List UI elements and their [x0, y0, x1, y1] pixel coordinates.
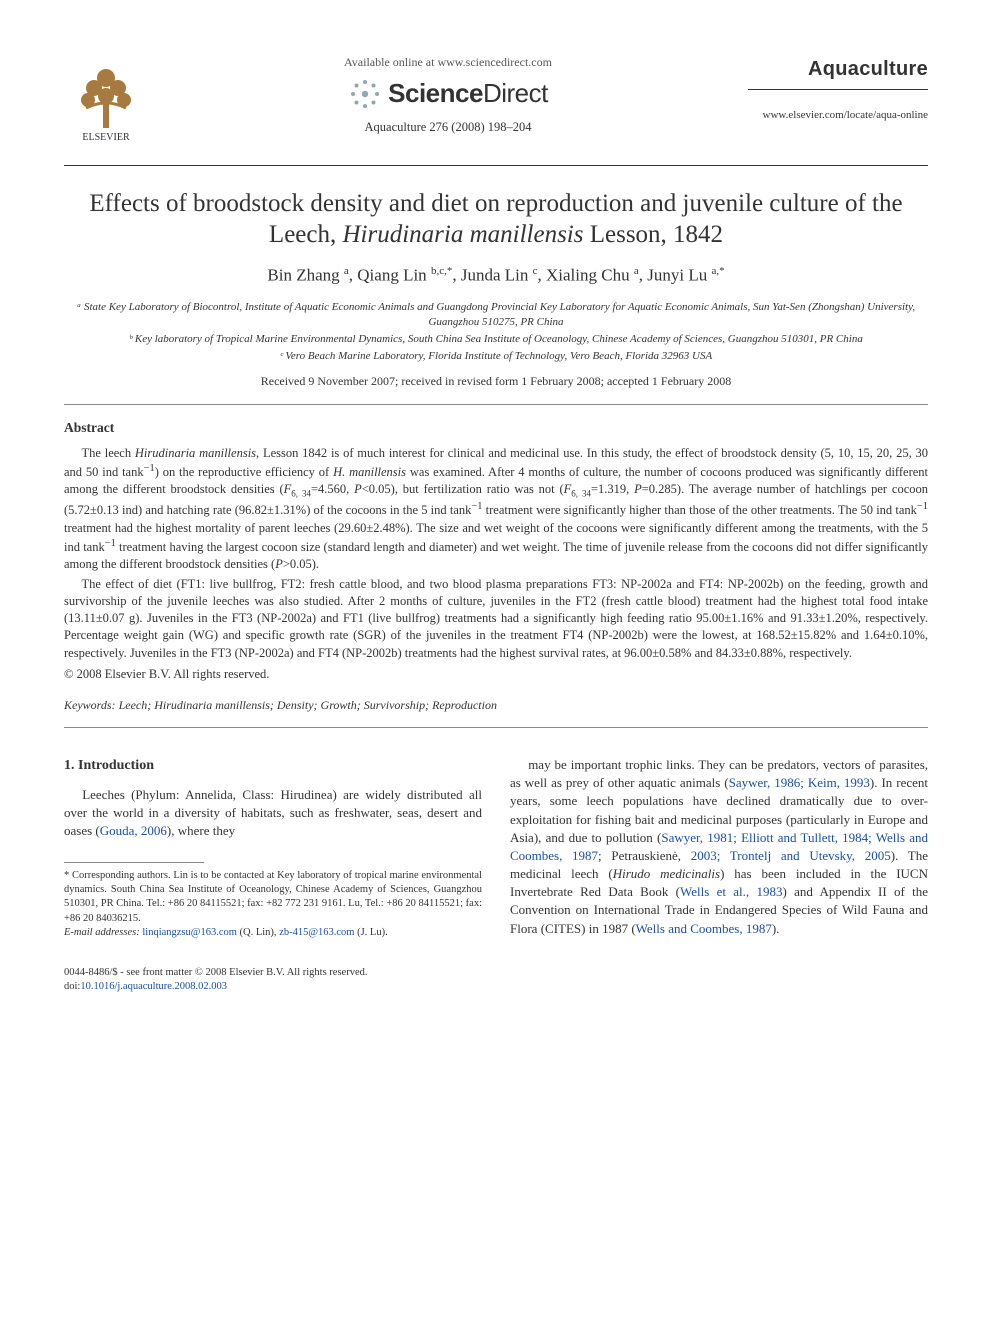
citation-line: Aquaculture 276 (2008) 198–204 — [148, 119, 748, 136]
email-2[interactable]: zb-415@163.com — [279, 927, 354, 938]
affiliation-a: ᵃ State Key Laboratory of Biocontrol, In… — [64, 300, 928, 330]
header-center: Available online at www.sciencedirect.co… — [148, 48, 748, 136]
doi-value[interactable]: 10.1016/j.aquaculture.2008.02.003 — [80, 981, 227, 992]
intro-heading: 1. Introduction — [64, 756, 482, 776]
journal-url: www.elsevier.com/locate/aqua-online — [748, 108, 928, 123]
header-separator-rule — [64, 165, 928, 166]
available-online-text: Available online at www.sciencedirect.co… — [148, 54, 748, 70]
footer-left: 0044-8486/$ - see front matter © 2008 El… — [64, 966, 367, 994]
abstract-top-rule — [64, 404, 928, 405]
sciencedirect-wordmark: ScienceDirect — [388, 76, 548, 111]
intro-left-para: Leeches (Phylum: Annelida, Class: Hirudi… — [64, 786, 482, 841]
article-title: Effects of broodstock density and diet o… — [74, 188, 918, 251]
doi-label: doi: — [64, 981, 80, 992]
page-footer: 0044-8486/$ - see front matter © 2008 El… — [64, 966, 928, 994]
svg-text:ELSEVIER: ELSEVIER — [82, 132, 130, 143]
journal-rule — [748, 89, 928, 90]
keywords-text: Leech; Hirudinaria manillensis; Density;… — [116, 698, 497, 712]
footnote-rule — [64, 862, 204, 863]
email-1-who: (Q. Lin), — [237, 927, 279, 938]
email-line: E-mail addresses: linqiangzsu@163.com (Q… — [64, 926, 482, 940]
right-column: may be important trophic links. They can… — [510, 756, 928, 940]
body-columns: 1. Introduction Leeches (Phylum: Annelid… — [64, 756, 928, 940]
affiliation-b: ᵇ Key laboratory of Tropical Marine Envi… — [64, 332, 928, 347]
article-dates: Received 9 November 2007; received in re… — [64, 373, 928, 389]
sciencedirect-logo: ScienceDirect — [148, 76, 748, 111]
email-label: E-mail addresses: — [64, 927, 140, 938]
email-1[interactable]: linqiangzsu@163.com — [142, 927, 237, 938]
journal-name: Aquaculture — [748, 56, 928, 83]
authors-line: Bin Zhang a, Qiang Lin b,c,*, Junda Lin … — [64, 264, 928, 288]
abstract-p2: The effect of diet (FT1: live bullfrog, … — [64, 576, 928, 662]
keywords-line: Keywords: Leech; Hirudinaria manillensis… — [64, 697, 928, 713]
abstract-block: Abstract The leech Hirudinaria manillens… — [64, 419, 928, 683]
affiliation-c: ᶜ Vero Beach Marine Laboratory, Florida … — [64, 349, 928, 364]
elsevier-tree-icon: ELSEVIER — [64, 48, 148, 144]
keywords-label: Keywords: — [64, 698, 116, 712]
issn-line: 0044-8486/$ - see front matter © 2008 El… — [64, 966, 367, 980]
title-species: Hirudinaria manillensis — [342, 221, 583, 248]
elsevier-logo: ELSEVIER — [64, 48, 148, 151]
corresponding-author-note: * Corresponding authors. Lin is to be co… — [64, 869, 482, 926]
left-column: 1. Introduction Leeches (Phylum: Annelid… — [64, 756, 482, 940]
sd-brand-bold: Science — [388, 78, 483, 108]
email-2-who: (J. Lu). — [354, 927, 387, 938]
copyright-line: © 2008 Elsevier B.V. All rights reserved… — [64, 666, 928, 683]
affiliations: ᵃ State Key Laboratory of Biocontrol, In… — [64, 300, 928, 363]
intro-right-para: may be important trophic links. They can… — [510, 756, 928, 938]
journal-header: ELSEVIER Available online at www.science… — [64, 48, 928, 151]
abstract-heading: Abstract — [64, 419, 928, 437]
abstract-p1: The leech Hirudinaria manillensis, Lesso… — [64, 445, 928, 574]
sciencedirect-burst-icon — [348, 77, 382, 111]
doi-line: doi:10.1016/j.aquaculture.2008.02.003 — [64, 980, 367, 994]
title-post: Lesson, 1842 — [583, 221, 723, 248]
header-right: Aquaculture www.elsevier.com/locate/aqua… — [748, 48, 928, 123]
footnotes: * Corresponding authors. Lin is to be co… — [64, 869, 482, 940]
sd-brand-light: Direct — [483, 78, 548, 108]
abstract-bottom-rule — [64, 727, 928, 728]
